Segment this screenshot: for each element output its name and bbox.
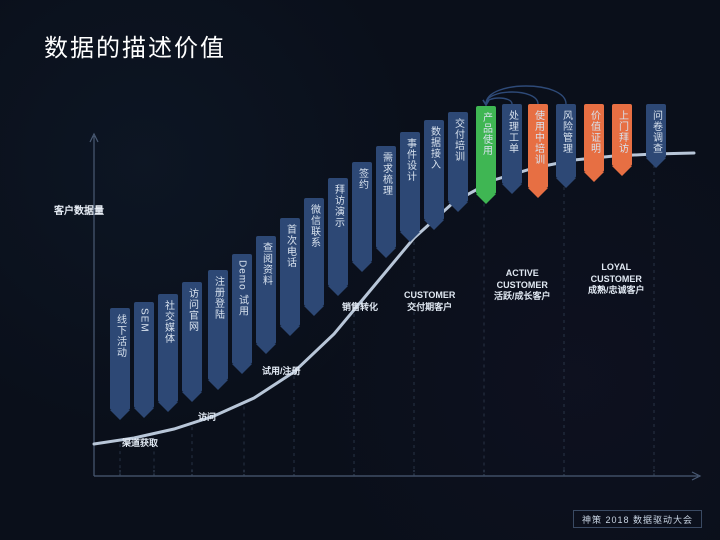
stage-label: 渠道获取 <box>122 438 158 450</box>
lifecycle-arrow: 事件设计 <box>400 132 420 242</box>
stage-label: CUSTOMER 交付期客户 <box>404 290 455 313</box>
arrow-label: 线下活动 <box>113 314 128 358</box>
stage-label: ACTIVE CUSTOMER 活跃/成长客户 <box>494 268 551 303</box>
lifecycle-arrow: 拜访演示 <box>328 178 348 296</box>
lifecycle-arrow: 上门拜访 <box>612 104 632 176</box>
footer-brand: 神策 2018 数据驱动大会 <box>573 510 702 528</box>
arrow-label: Demo 试用 <box>235 260 250 316</box>
lifecycle-arrow: 数据接入 <box>424 120 444 230</box>
arrow-label: 数据接入 <box>427 126 442 170</box>
lifecycle-arrow: 签约 <box>352 162 372 272</box>
lifecycle-arrow: 交付培训 <box>448 112 468 212</box>
lifecycle-arrow: 访问官网 <box>182 282 202 402</box>
lifecycle-arrow: 微信联系 <box>304 198 324 316</box>
arrow-label: 使用中培训 <box>531 110 546 165</box>
arrow-label: 首次电话 <box>283 224 298 268</box>
stage-label: 销售转化 <box>342 302 378 314</box>
lifecycle-arrow: 首次电话 <box>280 218 300 336</box>
lifecycle-arrow: 产品使用 <box>476 106 496 204</box>
lifecycle-arrow: 线下活动 <box>110 308 130 420</box>
page-title: 数据的描述价值 <box>44 28 226 63</box>
arrow-label: 拜访演示 <box>331 184 346 228</box>
arrow-label: 事件设计 <box>403 138 418 182</box>
stage-label: 访问 <box>198 412 216 424</box>
arrow-label: 风险管理 <box>559 110 574 154</box>
lifecycle-arrow: 风险管理 <box>556 104 576 188</box>
arrow-label: 处理工单 <box>505 110 520 154</box>
arrow-label: 访问官网 <box>185 288 200 332</box>
lifecycle-arrow: 需求梳理 <box>376 146 396 258</box>
lifecycle-arrow: Demo 试用 <box>232 254 252 374</box>
arrow-label: 注册登陆 <box>211 276 226 320</box>
arrow-label: 微信联系 <box>307 204 322 248</box>
arrow-label: 社交媒体 <box>161 300 176 344</box>
arrow-label: 产品使用 <box>479 112 494 156</box>
lifecycle-chart: 线下活动 SEM 社交媒体访问官网注册登陆 Demo 试用查阅资料首次电话微信联系拜访… <box>94 76 694 496</box>
lifecycle-arrow: 社交媒体 <box>158 294 178 412</box>
arrow-label: 需求梳理 <box>379 152 394 196</box>
lifecycle-arrow: 注册登陆 <box>208 270 228 390</box>
arrow-label: 签约 <box>355 168 370 190</box>
stage-label: 试用/注册 <box>262 366 301 378</box>
arrow-label: 上门拜访 <box>615 110 630 154</box>
arrow-label: SEM <box>139 308 150 333</box>
lifecycle-arrow: 处理工单 <box>502 104 522 194</box>
lifecycle-arrow: 使用中培训 <box>528 104 548 198</box>
arrow-label: 价值证明 <box>587 110 602 154</box>
arrow-label: 查阅资料 <box>259 242 274 286</box>
arrow-label: 问卷调查 <box>649 110 664 154</box>
lifecycle-arrow: SEM <box>134 302 154 418</box>
lifecycle-arrow: 问卷调查 <box>646 104 666 168</box>
lifecycle-arrow: 查阅资料 <box>256 236 276 354</box>
arrow-label: 交付培训 <box>451 118 466 162</box>
lifecycle-arrow: 价值证明 <box>584 104 604 182</box>
stage-label: LOYAL CUSTOMER 成熟/忠诚客户 <box>588 262 645 297</box>
